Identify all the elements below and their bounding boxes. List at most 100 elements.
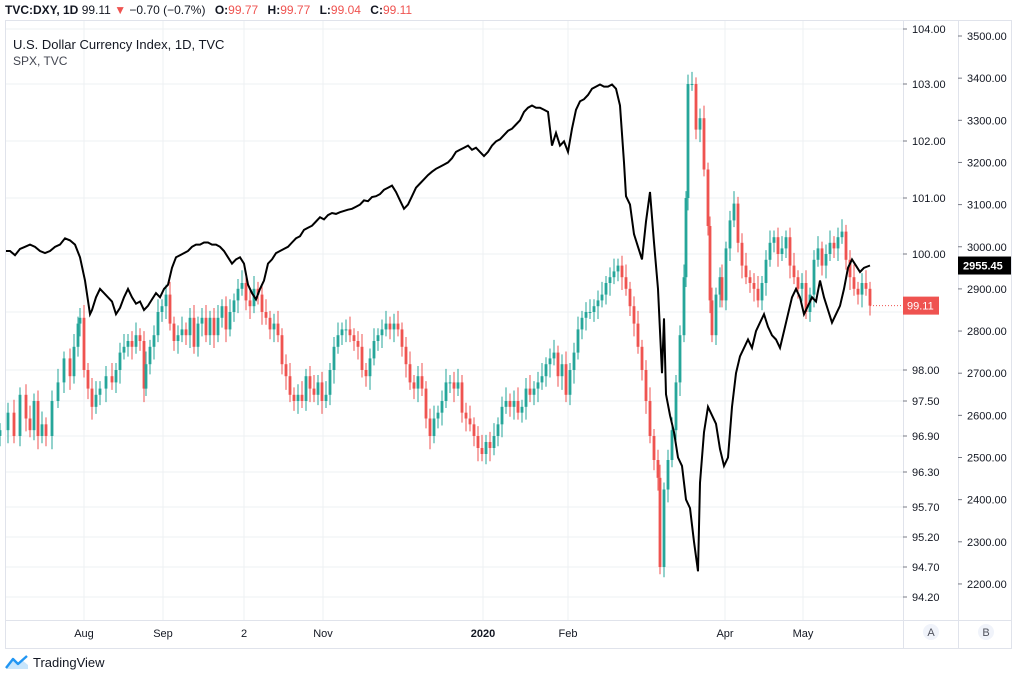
candle-body: [368, 358, 372, 377]
candle-up: [760, 276, 764, 311]
candle-body: [296, 394, 300, 401]
candle-down: [308, 365, 312, 403]
candle-down: [28, 405, 32, 438]
candle-up: [114, 363, 118, 393]
candle-body: [312, 388, 316, 395]
candle-body: [604, 283, 608, 295]
candle-down: [284, 354, 288, 390]
spx-tick-label: 3100.00: [967, 200, 1007, 212]
dxy-last-value: 99.11: [907, 301, 934, 313]
candle-up: [684, 191, 688, 288]
candle-body: [428, 418, 432, 436]
candle-down: [556, 345, 560, 387]
candle-body: [344, 329, 348, 331]
candle-down: [204, 305, 208, 343]
candle-body: [592, 306, 596, 312]
candle-body: [508, 401, 512, 407]
candle-body: [682, 277, 686, 336]
candle-body: [852, 277, 856, 289]
candle-up: [148, 339, 152, 375]
candle-body: [6, 412, 10, 431]
candle-up: [78, 307, 82, 337]
candle-body: [332, 346, 336, 370]
candle-body: [856, 288, 860, 295]
candle-up: [164, 284, 168, 319]
candle-body: [840, 231, 844, 238]
candle-body: [588, 312, 592, 313]
dxy-tick-label: 95.70: [912, 502, 940, 514]
candle-down: [476, 426, 480, 462]
legend-overlay-series[interactable]: SPX, TVC: [13, 54, 68, 68]
candle-up: [156, 299, 160, 343]
candle-body: [148, 346, 152, 365]
candle-body: [612, 271, 616, 278]
candle-up: [384, 310, 388, 337]
scale-button-a[interactable]: A: [923, 624, 939, 640]
candle-body: [568, 370, 572, 395]
scale-button-b[interactable]: B: [978, 624, 994, 640]
dxy-tick-label: 96.30: [912, 467, 940, 479]
candle-down: [110, 363, 114, 390]
time-axis[interactable]: Aug Sep 2 Nov 2020 Feb Apr May: [74, 628, 814, 640]
candle-body: [114, 370, 118, 383]
candle-body: [62, 358, 66, 383]
candle-body: [694, 84, 698, 130]
candle-down: [348, 316, 352, 343]
candle-up: [800, 273, 804, 302]
candle-up: [484, 434, 488, 465]
candle-up: [152, 325, 156, 360]
candle-up: [18, 387, 22, 447]
candle-down: [868, 281, 872, 316]
candle-up: [392, 313, 396, 343]
candle-body: [684, 198, 688, 278]
candle-down: [848, 250, 852, 290]
header-change: −0.70 (−0.7%): [129, 3, 206, 17]
candle-body: [320, 382, 324, 401]
candle-body: [760, 283, 764, 301]
candle-body: [400, 329, 404, 347]
candle-body: [732, 203, 736, 221]
candle-down: [400, 322, 404, 357]
candle-down: [142, 331, 146, 403]
candle-down: [86, 363, 90, 400]
candle-down: [264, 299, 268, 325]
symbol-name[interactable]: TVC:DXY, 1D: [5, 3, 79, 17]
candle-up: [216, 305, 220, 343]
low-label: L:: [319, 3, 331, 17]
candle-body: [76, 323, 80, 347]
candle-up: [0, 423, 2, 447]
candle-body: [448, 382, 452, 384]
candle-body: [628, 288, 632, 307]
spx-last-badge: [958, 256, 1011, 275]
candle-down: [280, 328, 284, 375]
candle-body: [484, 442, 488, 454]
legend-main-series[interactable]: U.S. Dollar Currency Index, 1D, TVC: [13, 37, 225, 52]
candle-down: [412, 374, 416, 400]
candle-body: [424, 388, 428, 419]
dxy-price-axis[interactable]: 104.00 103.00 102.00 101.00 100.00 98.00 97.50…: [903, 24, 946, 604]
spx-tick-label: 3500.00: [967, 31, 1007, 43]
candle-body: [476, 436, 480, 448]
candle-body: [718, 277, 722, 295]
candle-up: [336, 322, 340, 354]
candle-up: [98, 381, 102, 406]
footer-brand[interactable]: TradingView: [5, 654, 105, 670]
candle-body: [816, 248, 820, 260]
spx-tick-label: 2600.00: [967, 410, 1007, 422]
candle-down: [352, 328, 356, 351]
candle-body: [674, 382, 678, 431]
candle-body: [324, 394, 328, 401]
candle-up: [612, 258, 616, 285]
candle-up: [118, 342, 122, 384]
candle-body: [264, 312, 268, 318]
dxy-tick-label: 100.00: [912, 249, 946, 261]
candle-up: [714, 287, 718, 346]
candle-body: [200, 317, 204, 324]
high-value: 99.77: [280, 3, 311, 17]
candle-down: [720, 264, 724, 308]
candle-down: [244, 276, 248, 311]
candle-body: [804, 283, 808, 312]
spx-price-axis[interactable]: 3500.00 3400.00 3300.00 3200.00 3100.00 3000.…: [958, 31, 1007, 591]
